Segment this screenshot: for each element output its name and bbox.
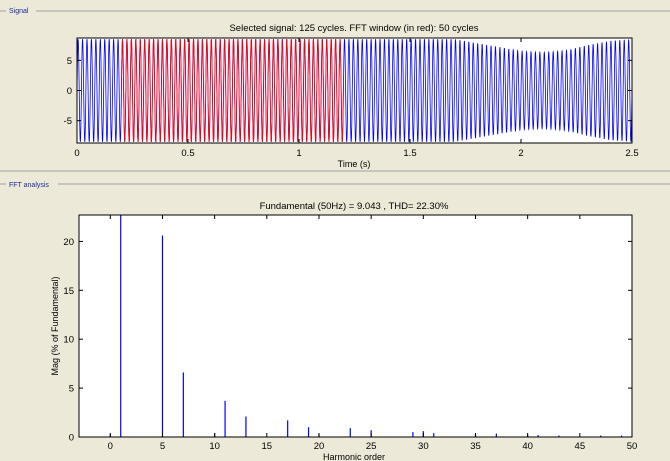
- fft-y-ticks: 0 5 10 15 20: [63, 237, 632, 444]
- fft-y-axis-label: Mag (% of Fundamental): [50, 276, 60, 375]
- fft-bars: [109, 215, 623, 437]
- fft-x-tick-label: 45: [575, 441, 586, 452]
- fft-x-tick-label: 15: [262, 441, 273, 452]
- signal-y-tick-label: 0: [67, 86, 72, 97]
- signal-x-tick-label: 1: [296, 148, 301, 159]
- signal-x-tick-label: 2.5: [625, 148, 638, 159]
- fft-y-tick-label: 10: [63, 335, 74, 346]
- fft-y-tick-label: 15: [63, 286, 74, 297]
- fft-x-axis-label: Harmonic order: [323, 452, 385, 461]
- signal-panel-label: Signal: [9, 8, 29, 15]
- signal-x-tick-label: 0: [74, 148, 79, 159]
- signal-series-1: [121, 39, 344, 142]
- fft-plot-area: [78, 214, 633, 438]
- signal-x-tick-label: 0.5: [181, 148, 194, 159]
- signal-plot-title: Selected signal: 125 cycles. FFT window …: [229, 23, 478, 34]
- fft-plot: 0 5 10 15 20 25 30 35 40 45 50 0 5 10 15 20: [63, 214, 638, 452]
- fft-panel-label: FFT analysis: [9, 182, 49, 189]
- fft-x-tick-label: 20: [314, 441, 325, 452]
- fft-x-tick-label: 10: [209, 441, 220, 452]
- fft-x-tick-label: 30: [418, 441, 429, 452]
- fft-y-tick-label: 0: [69, 433, 74, 444]
- fft-x-ticks: 0 5 10 15 20 25 30 35 40 45 50: [108, 215, 638, 452]
- signal-waveform: [76, 39, 633, 142]
- fft-y-tick-label: 5: [69, 384, 74, 395]
- signal-plot: 0 0.5 1 1.5 2 2.5 5 0 -5: [64, 37, 639, 159]
- fft-plot-title: Fundamental (50Hz) = 9.043 , THD= 22.30%: [260, 201, 449, 212]
- signal-x-tick-label: 1.5: [403, 148, 416, 159]
- fft-x-tick-label: 25: [366, 441, 377, 452]
- fft-x-tick-label: 50: [627, 441, 638, 452]
- signal-y-tick-label: -5: [64, 116, 72, 127]
- signal-x-ticks: 0 0.5 1 1.5 2 2.5: [74, 38, 639, 159]
- fft-x-tick-label: 0: [108, 441, 113, 452]
- signal-x-tick-label: 2: [518, 148, 523, 159]
- fft-x-tick-label: 35: [470, 441, 481, 452]
- fft-x-tick-label: 40: [522, 441, 533, 452]
- signal-y-ticks: 5 0 -5: [64, 56, 632, 127]
- signal-x-axis-label: Time (s): [338, 159, 371, 169]
- fft-x-tick-label: 5: [160, 441, 165, 452]
- fft-panel-label-bg: [6, 178, 58, 188]
- fft-plot-frame: [78, 214, 633, 438]
- signal-y-tick-label: 5: [67, 56, 72, 67]
- signal-panel-label-bg: [6, 5, 36, 15]
- fft-y-tick-label: 20: [63, 237, 74, 248]
